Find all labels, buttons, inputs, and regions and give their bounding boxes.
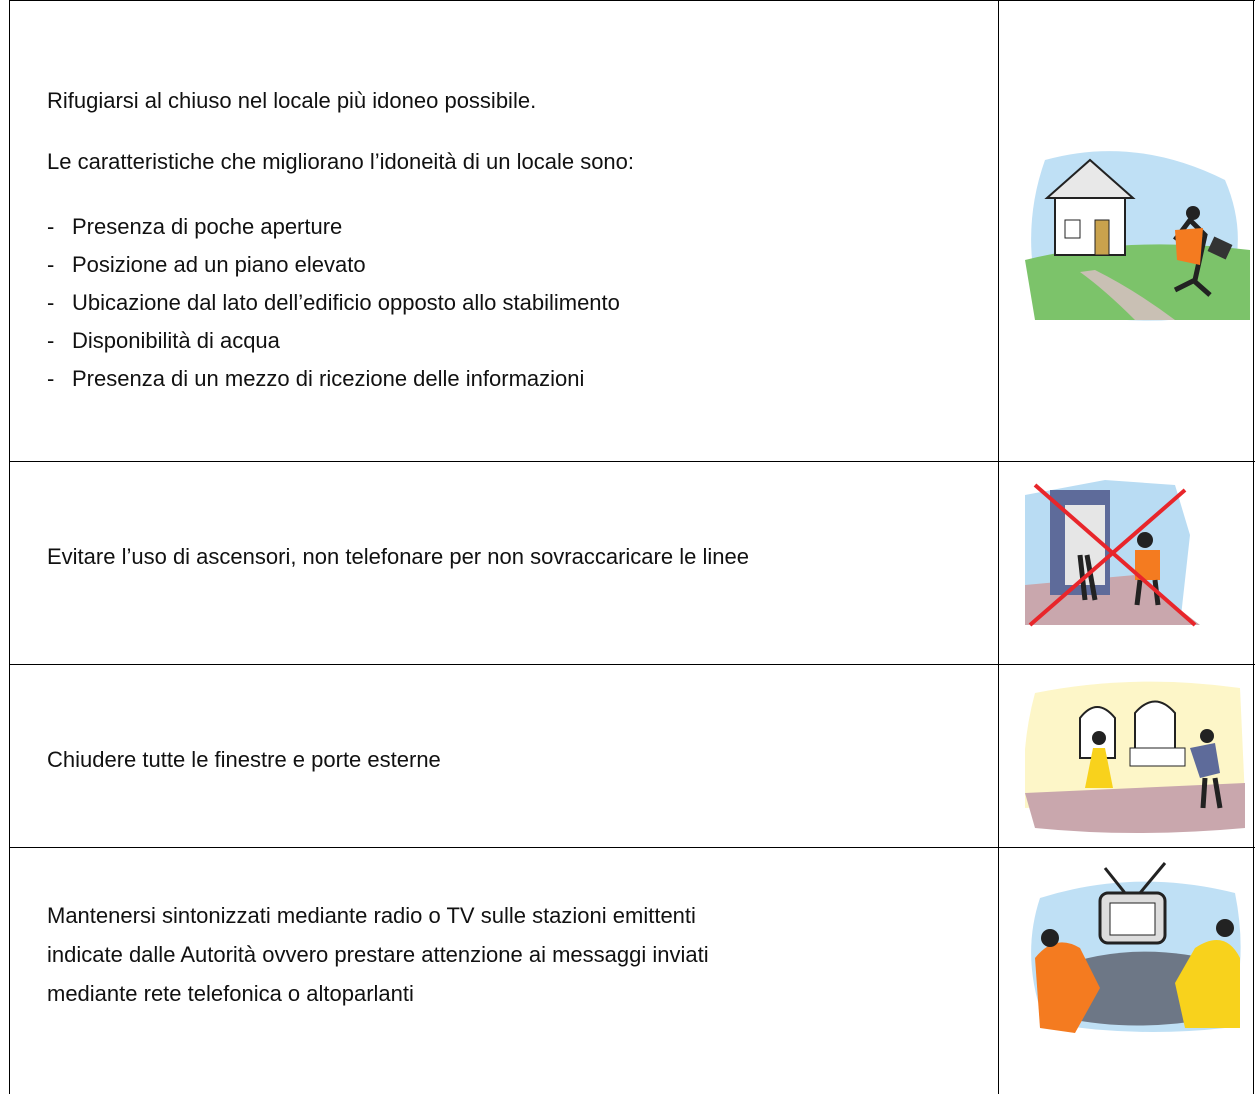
cell-text: Rifugiarsi al chiuso nel locale più idon…: [47, 88, 537, 113]
list-marker: -: [47, 252, 55, 277]
border: [1253, 0, 1254, 1094]
cell-text: Mantenersi sintonizzati mediante radio o…: [47, 903, 696, 928]
border: [9, 0, 1255, 1]
illustration-windows: [1025, 681, 1245, 833]
list-marker: -: [47, 328, 55, 353]
list-item: Presenza di un mezzo di ricezione delle …: [72, 366, 585, 391]
border: [9, 0, 10, 1094]
list-marker: -: [47, 214, 55, 239]
cell-text: Chiudere tutte le finestre e porte ester…: [47, 747, 441, 772]
illustration-elevator: [1025, 480, 1200, 627]
list-marker: -: [47, 290, 55, 315]
list-item: Ubicazione dal lato dell’edificio oppost…: [72, 290, 620, 315]
list-marker: -: [47, 366, 55, 391]
cell-text: Le caratteristiche che migliorano l’idon…: [47, 149, 635, 174]
illustration-tv: [1031, 862, 1241, 1033]
border: [9, 847, 1255, 848]
border: [9, 664, 1255, 665]
border: [9, 461, 1255, 462]
list-item: Presenza di poche aperture: [72, 214, 343, 239]
cell-text: indicate dalle Autorità ovvero prestare …: [47, 942, 709, 967]
border: [998, 0, 999, 1094]
list-item: Disponibilità di acqua: [72, 328, 280, 353]
illustration-house: [1025, 151, 1250, 321]
cell-text: mediante rete telefonica o altoparlanti: [47, 981, 414, 1006]
list-item: Posizione ad un piano elevato: [72, 252, 366, 277]
cell-text: Evitare l’uso di ascensori, non telefona…: [47, 544, 749, 569]
